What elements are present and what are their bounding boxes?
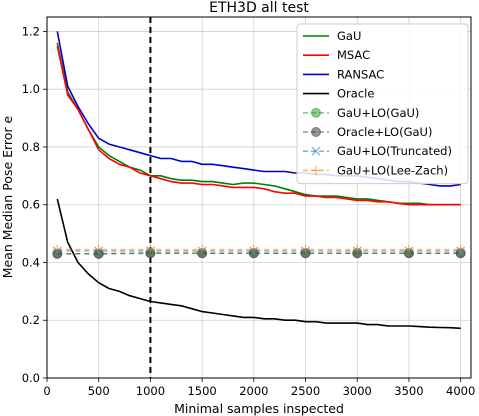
x-tick-label: 2500 bbox=[291, 384, 320, 398]
data-point-gau-lo-lee-zach bbox=[94, 244, 104, 254]
chart-title: ETH3D all test bbox=[209, 0, 309, 16]
y-axis-label: Mean Median Pose Error e bbox=[0, 115, 15, 278]
x-tick-label: 3500 bbox=[394, 384, 423, 398]
y-tick-label: 0.0 bbox=[22, 371, 40, 385]
legend-box bbox=[296, 23, 469, 185]
series-line-msac bbox=[56, 45, 461, 206]
axes-ticks: 0 500 1000 1500 2000 2500 3000 3500 4000 0.0 0.2 0.… bbox=[22, 24, 476, 398]
legend-marker-gau-lo-gau bbox=[311, 107, 321, 118]
data-point-gau-lo-lee-zach bbox=[145, 244, 155, 254]
legend-label-oracle-lo-gau: Oracle+LO(GaU) bbox=[337, 125, 432, 139]
x-tick-label: 2000 bbox=[239, 384, 268, 398]
x-tick-label: 3000 bbox=[343, 384, 372, 398]
legend-marker-gau-lo-truncated bbox=[311, 146, 321, 156]
legend-label-ransac: RANSAC bbox=[337, 67, 384, 81]
x-axis-label: Minimal samples inspected bbox=[174, 401, 344, 416]
data-point-gau-lo-lee-zach bbox=[404, 244, 414, 254]
series-line-oracle-lo-gau bbox=[57, 252, 461, 255]
x-tick-label: 0 bbox=[43, 384, 50, 398]
x-tick-label: 4000 bbox=[446, 384, 475, 398]
y-tick-label: 0.8 bbox=[22, 140, 40, 154]
data-point-gau-lo-lee-zach bbox=[456, 244, 466, 254]
y-tick-label: 1.0 bbox=[22, 82, 40, 96]
x-tick-label: 1000 bbox=[136, 384, 165, 398]
x-tick-label: 500 bbox=[88, 384, 110, 398]
legend-label-gau: GaU bbox=[337, 29, 361, 43]
legend-label-gau-lo-gau: GaU+LO(GaU) bbox=[337, 106, 419, 120]
data-point-gau-lo-lee-zach bbox=[52, 244, 62, 254]
y-tick-label: 1.2 bbox=[22, 24, 40, 38]
data-point-gau-lo-lee-zach bbox=[301, 244, 311, 254]
y-tick-label: 0.6 bbox=[22, 198, 40, 212]
legend-marker-oracle-lo-gau bbox=[311, 127, 321, 137]
legend-label-gau-lo-lee-zach: GaU+LO(Lee-Zach) bbox=[337, 163, 448, 177]
legend-label-oracle: Oracle bbox=[337, 87, 374, 101]
plot-frame bbox=[46, 16, 472, 379]
legend-marker-gau-lo-lee-zach bbox=[311, 165, 321, 175]
x-tick-label: 1500 bbox=[187, 384, 216, 398]
y-tick-label: 0.4 bbox=[22, 255, 40, 269]
legend: GaU MSAC RANSAC Oracle GaU+LO(GaU) Oracle+LO(… bbox=[296, 23, 469, 185]
data-point-gau-lo-lee-zach bbox=[249, 244, 259, 254]
data-point-gau-lo-lee-zach bbox=[352, 244, 362, 254]
legend-label-msac: MSAC bbox=[337, 48, 370, 62]
series-line-oracle bbox=[56, 198, 461, 330]
data-point-gau-lo-lee-zach bbox=[197, 244, 207, 254]
legend-label-gau-lo-truncated: GaU+LO(Truncated) bbox=[337, 144, 452, 158]
y-tick-label: 0.2 bbox=[22, 313, 40, 327]
